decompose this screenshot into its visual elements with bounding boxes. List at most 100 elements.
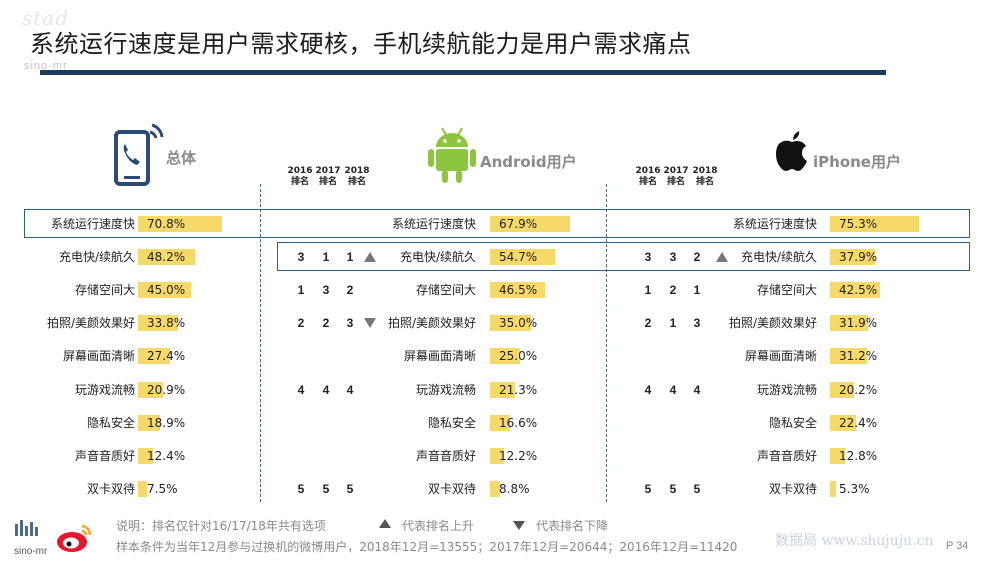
bar-overall [138,481,147,497]
category-label-overall: 屏幕画面清晰 [62,349,135,363]
rank-android-2017: 2 [322,316,330,330]
bar-value-label-overall: 12.4% [147,449,186,463]
category-label-android: 拍照/美颜效果好 [387,316,476,330]
bar-value-label-overall: 27.4% [147,349,186,363]
year-header-android-2016: 2016 排名 [287,166,313,187]
category-label-overall: 系统运行速度快 [50,217,135,231]
category-label-iphone: 拍照/美颜效果好 [728,316,817,330]
category-label-android: 声音音质好 [415,449,476,463]
sino-mr-logo-icon [15,520,38,536]
phone-call-icon [114,123,164,186]
rank-up-arrow-icon [716,252,728,262]
category-label-iphone: 屏幕画面清晰 [744,349,817,363]
bar-value-label-android: 25.0% [499,349,538,363]
bar-android [490,382,516,398]
bar-value-label-iphone: 22.4% [839,416,878,430]
category-label-android: 玩游戏流畅 [415,383,476,397]
bar-overall [138,348,171,364]
bar-value-label-iphone: 20.2% [839,383,878,397]
weibo-logo-icon [57,524,92,552]
rank-iphone-2018: 5 [693,482,701,496]
bar-android [490,315,532,331]
rank-iphone-2018: 2 [693,250,701,264]
android-icon [428,127,476,183]
highlight-box-battery [277,242,970,271]
category-label-android: 双卡双待 [427,482,476,496]
bar-value-label-iphone: 12.8% [839,449,878,463]
category-label-iphone: 声音音质好 [756,449,817,463]
site-watermark: 数据局 www.shujuju.cn [775,533,934,549]
category-label-overall: 隐私安全 [86,416,135,430]
year-header-iphone-2018: 2018 排名 [692,166,718,187]
watermark-top: stad [22,6,70,30]
bar-overall [138,216,222,232]
rank-iphone-2018: 4 [693,383,701,397]
bar-android [490,249,555,265]
rank-android-2016: 2 [297,316,305,330]
category-label-android: 隐私安全 [427,416,476,430]
bar-value-label-iphone: 75.3% [839,217,878,231]
rank-android-2017: 5 [322,482,330,496]
category-label-iphone: 系统运行速度快 [732,217,817,231]
rank-iphone-2016: 5 [644,482,652,496]
rank-android-2018: 5 [346,482,354,496]
rank-iphone-2016: 2 [644,316,652,330]
bar-value-label-android: 12.2% [499,449,538,463]
rank-android-2017: 3 [322,283,330,297]
category-label-overall: 双卡双待 [86,482,135,496]
bar-android [490,415,510,431]
rank-iphone-2018: 3 [693,316,701,330]
rank-iphone-2017: 1 [669,316,677,330]
bar-iphone [830,315,868,331]
legend-down-label: 代表排名下降 [536,519,609,533]
bar-value-label-iphone: 31.2% [839,349,878,363]
bar-iphone [830,382,854,398]
divider-right [606,184,607,502]
apple-icon [776,131,807,171]
bar-iphone [830,415,857,431]
rank-android-2016: 3 [297,250,305,264]
bar-value-label-overall: 18.9% [147,416,186,430]
legend-up-arrow-icon [379,519,391,528]
footer-logo-text: sino-mr [14,546,48,557]
bar-android [490,481,501,497]
rank-iphone-2016: 3 [644,250,652,264]
rank-iphone-2017: 4 [669,383,677,397]
legend-down-arrow-icon [513,521,525,530]
bar-overall [138,249,195,265]
rank-iphone-2016: 4 [644,383,652,397]
category-label-overall: 声音音质好 [74,449,135,463]
bar-overall [138,282,192,298]
rank-android-2017: 1 [322,250,330,264]
bar-value-label-overall: 33.8% [147,316,186,330]
bar-iphone [830,216,919,232]
bar-value-label-iphone: 42.5% [839,283,878,297]
rank-iphone-2017: 3 [669,250,677,264]
rank-iphone-2018: 1 [693,283,701,297]
category-label-overall: 拍照/美颜效果好 [46,316,135,330]
page-number: P 34 [946,540,969,552]
title-rule [40,70,886,75]
rank-android-2017: 4 [322,383,330,397]
bar-overall [138,315,178,331]
rank-android-2016: 1 [297,283,305,297]
bar-value-label-android: 16.6% [499,416,538,430]
category-label-iphone: 双卡双待 [768,482,817,496]
year-header-android-2017: 2017 排名 [315,166,341,187]
category-label-iphone: 存储空间大 [756,283,817,297]
bar-overall [138,382,163,398]
bar-iphone [830,282,881,298]
category-label-overall: 存储空间大 [74,283,135,297]
bar-value-label-android: 67.9% [499,217,538,231]
rank-iphone-2016: 1 [644,283,652,297]
group-label-overall: 总体 [166,149,197,167]
year-header-iphone-2016: 2016 排名 [635,166,661,187]
rank-down-arrow-icon [364,318,376,328]
bar-overall [138,415,161,431]
rank-android-2018: 2 [346,283,354,297]
bar-value-label-overall: 48.2% [147,250,186,264]
rank-android-2018: 1 [346,250,354,264]
category-label-iphone: 隐私安全 [768,416,817,430]
category-label-android: 存储空间大 [415,283,476,297]
bar-iphone [830,348,867,364]
